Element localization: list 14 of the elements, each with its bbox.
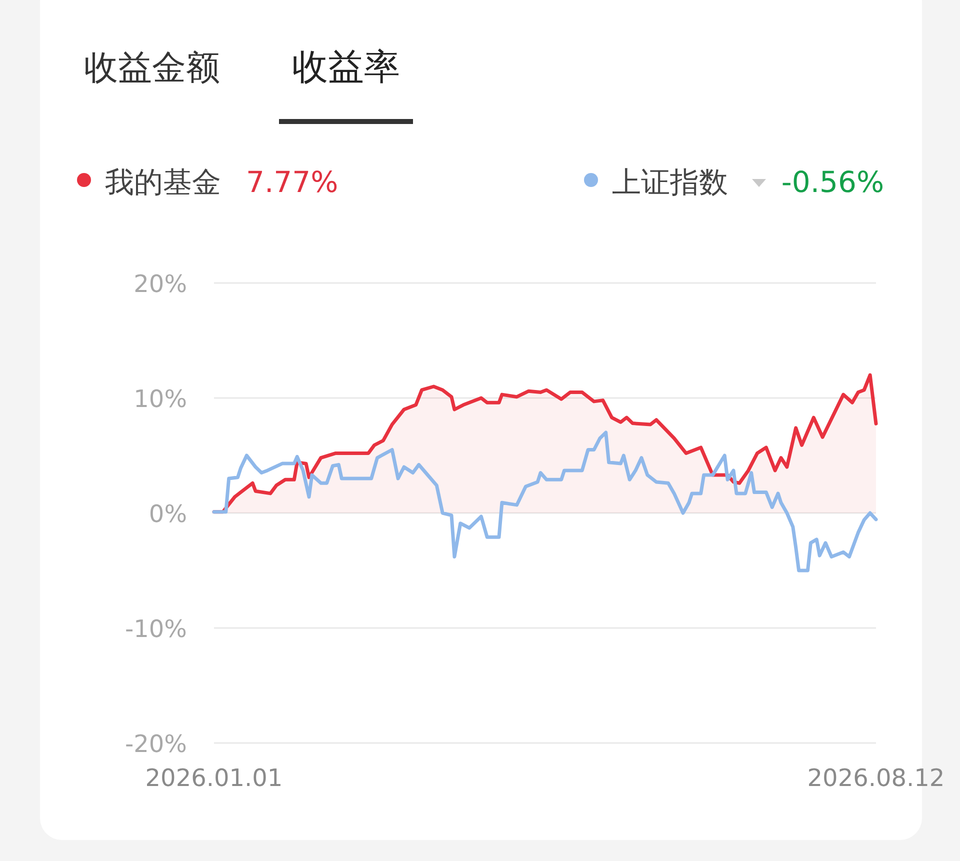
y-tick-label: 0% <box>148 500 187 528</box>
text: 7.77% <box>246 165 338 199</box>
y-tick-label: -10% <box>124 615 187 643</box>
y-tick-label: -20% <box>124 730 187 758</box>
text: 收益金额 <box>84 48 220 88</box>
legend-label: 我的基金 <box>105 165 221 199</box>
y-tick-label: 20% <box>134 270 187 298</box>
text: -0.56% <box>781 165 884 199</box>
text: 收益率 <box>292 47 400 88</box>
x-tick-label: 2026.08.12 <box>807 764 945 792</box>
legend-label: 上证指数 <box>612 165 728 199</box>
y-tick-label: 10% <box>134 385 187 413</box>
x-tick-label: 2026.01.01 <box>145 764 283 792</box>
line-series <box>212 430 878 572</box>
